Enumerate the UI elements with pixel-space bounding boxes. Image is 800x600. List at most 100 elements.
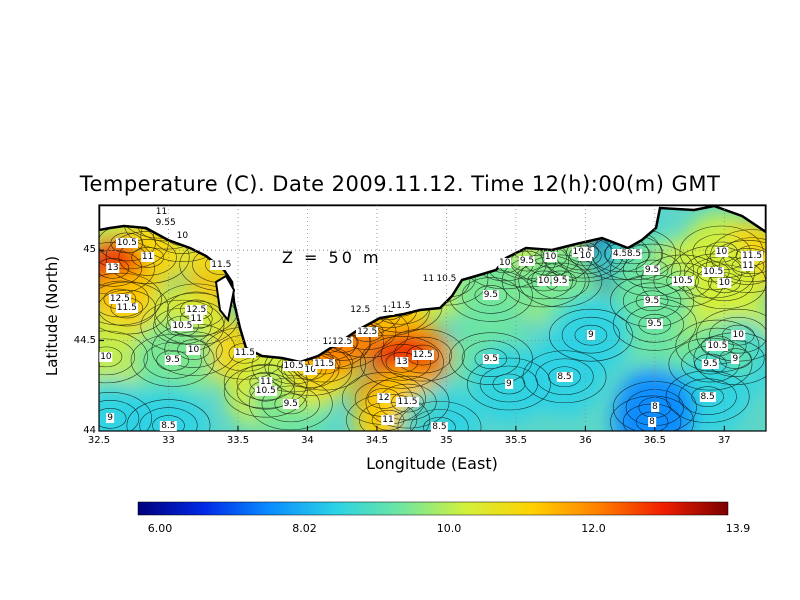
contour-label: 8.5 <box>556 371 573 382</box>
x-tick-label: 33 <box>162 435 175 446</box>
isoline <box>671 245 756 299</box>
isoline <box>110 232 144 254</box>
isoline <box>622 282 682 320</box>
y-tick-label: 44 <box>83 425 96 436</box>
isoline <box>380 328 465 382</box>
contour-label: 12.5 <box>108 294 131 305</box>
contour-label: 12.5 <box>411 350 434 361</box>
chart-title: Temperature (C). Date 2009.11.12. Time 1… <box>79 172 721 196</box>
contour-label: 10 <box>536 275 551 286</box>
contour-label: 13 <box>395 357 409 368</box>
contour-label: 12.5 <box>356 326 379 337</box>
colorbar-label: 12.0 <box>581 522 606 535</box>
x-tick-label: 36.5 <box>643 435 666 446</box>
x-tick-label: 37 <box>717 435 731 446</box>
contour-label: 10 <box>99 351 113 362</box>
isoline <box>99 400 140 431</box>
contour-label: 10 <box>714 247 729 257</box>
contour-label: 11.5 <box>389 301 412 312</box>
contour-label: 10.5 <box>282 360 305 371</box>
contour-label: 8.5 <box>431 422 448 433</box>
y-tick-marks <box>99 249 104 432</box>
isoline <box>574 324 608 346</box>
contour-label: 4.5 <box>611 248 629 259</box>
isoline <box>164 331 223 368</box>
isoline <box>622 251 682 289</box>
isoline <box>118 239 177 276</box>
isoline <box>360 335 444 389</box>
isoline <box>549 308 633 362</box>
contour-label: 12.5 <box>349 304 372 315</box>
isoline <box>99 272 162 326</box>
contour-label: 9.5 <box>643 295 661 306</box>
isoline <box>372 343 432 381</box>
x-tick-label: 32.5 <box>87 435 111 446</box>
isoline <box>474 285 508 306</box>
field-blob <box>128 385 209 431</box>
contour-label: 9.5 <box>646 319 663 330</box>
contour-label: 11 <box>421 274 436 285</box>
contour-label: 10 <box>717 277 732 288</box>
isoline <box>99 289 156 327</box>
isoline <box>177 339 210 360</box>
isoline <box>393 336 452 374</box>
isoline <box>167 300 226 338</box>
grid-lines <box>99 205 766 431</box>
depth-label: Z = 50 m <box>282 248 382 267</box>
isoline <box>691 386 724 407</box>
contour-label: 11.5 <box>396 397 419 408</box>
contour-label: 10.5 <box>254 386 277 397</box>
isoline <box>708 272 741 294</box>
isoline <box>99 392 153 431</box>
contour-label: 9.5 <box>482 353 500 364</box>
isoline <box>105 231 190 284</box>
contour-label: 9.5 <box>702 359 719 370</box>
isoline <box>531 262 590 300</box>
isoline <box>561 316 621 354</box>
contour-label: 11.5 <box>313 359 336 370</box>
colorbar-label: 8.02 <box>292 522 317 535</box>
contour-label: 11.5 <box>741 250 764 261</box>
isoline <box>694 353 727 375</box>
contour-label: 8.5 <box>625 248 643 259</box>
isoline <box>709 316 766 354</box>
contour-label: 12 <box>321 337 336 348</box>
contour-label: 10.5 <box>702 266 725 277</box>
contour-label: 11 <box>259 377 273 388</box>
x-tick-label: 33.5 <box>226 435 250 446</box>
contour-label: 10 <box>731 330 745 341</box>
isoline <box>385 351 419 373</box>
contour-label: 13 <box>106 263 120 274</box>
isoline <box>461 277 520 314</box>
contour-label: 10 <box>175 230 190 241</box>
contour-label: 12 <box>377 393 391 404</box>
isoline <box>666 270 699 292</box>
isoline <box>535 358 594 396</box>
isoline <box>156 350 189 371</box>
isoline <box>718 248 766 285</box>
isoline <box>152 415 185 431</box>
isoline <box>668 337 753 391</box>
x-tick-label: 35 <box>440 435 453 446</box>
isoline <box>467 357 551 411</box>
contour-label: 9.5 <box>482 290 500 301</box>
isoline <box>501 254 586 308</box>
contour-label: 11.5 <box>210 259 233 270</box>
isoline <box>701 335 734 357</box>
y-tick-label: 45 <box>83 244 96 256</box>
isoline <box>653 262 712 300</box>
contour-label: 10.5 <box>435 274 458 285</box>
x-tick-label: 35.5 <box>504 435 528 446</box>
contour-label: 9.5 <box>518 256 536 267</box>
isoline <box>99 249 142 287</box>
contour-label: 9.5 <box>643 265 661 276</box>
contour-label: 12 <box>381 304 395 315</box>
contour-label: 9.5 <box>164 355 181 366</box>
isoline <box>638 314 672 335</box>
contour-label: 10.5 <box>171 321 194 332</box>
contour-label: 9.5 <box>282 398 299 409</box>
isoline <box>406 344 440 366</box>
isoline <box>518 254 603 308</box>
isoline <box>706 240 766 293</box>
contour-label: 10.5 <box>706 341 729 352</box>
